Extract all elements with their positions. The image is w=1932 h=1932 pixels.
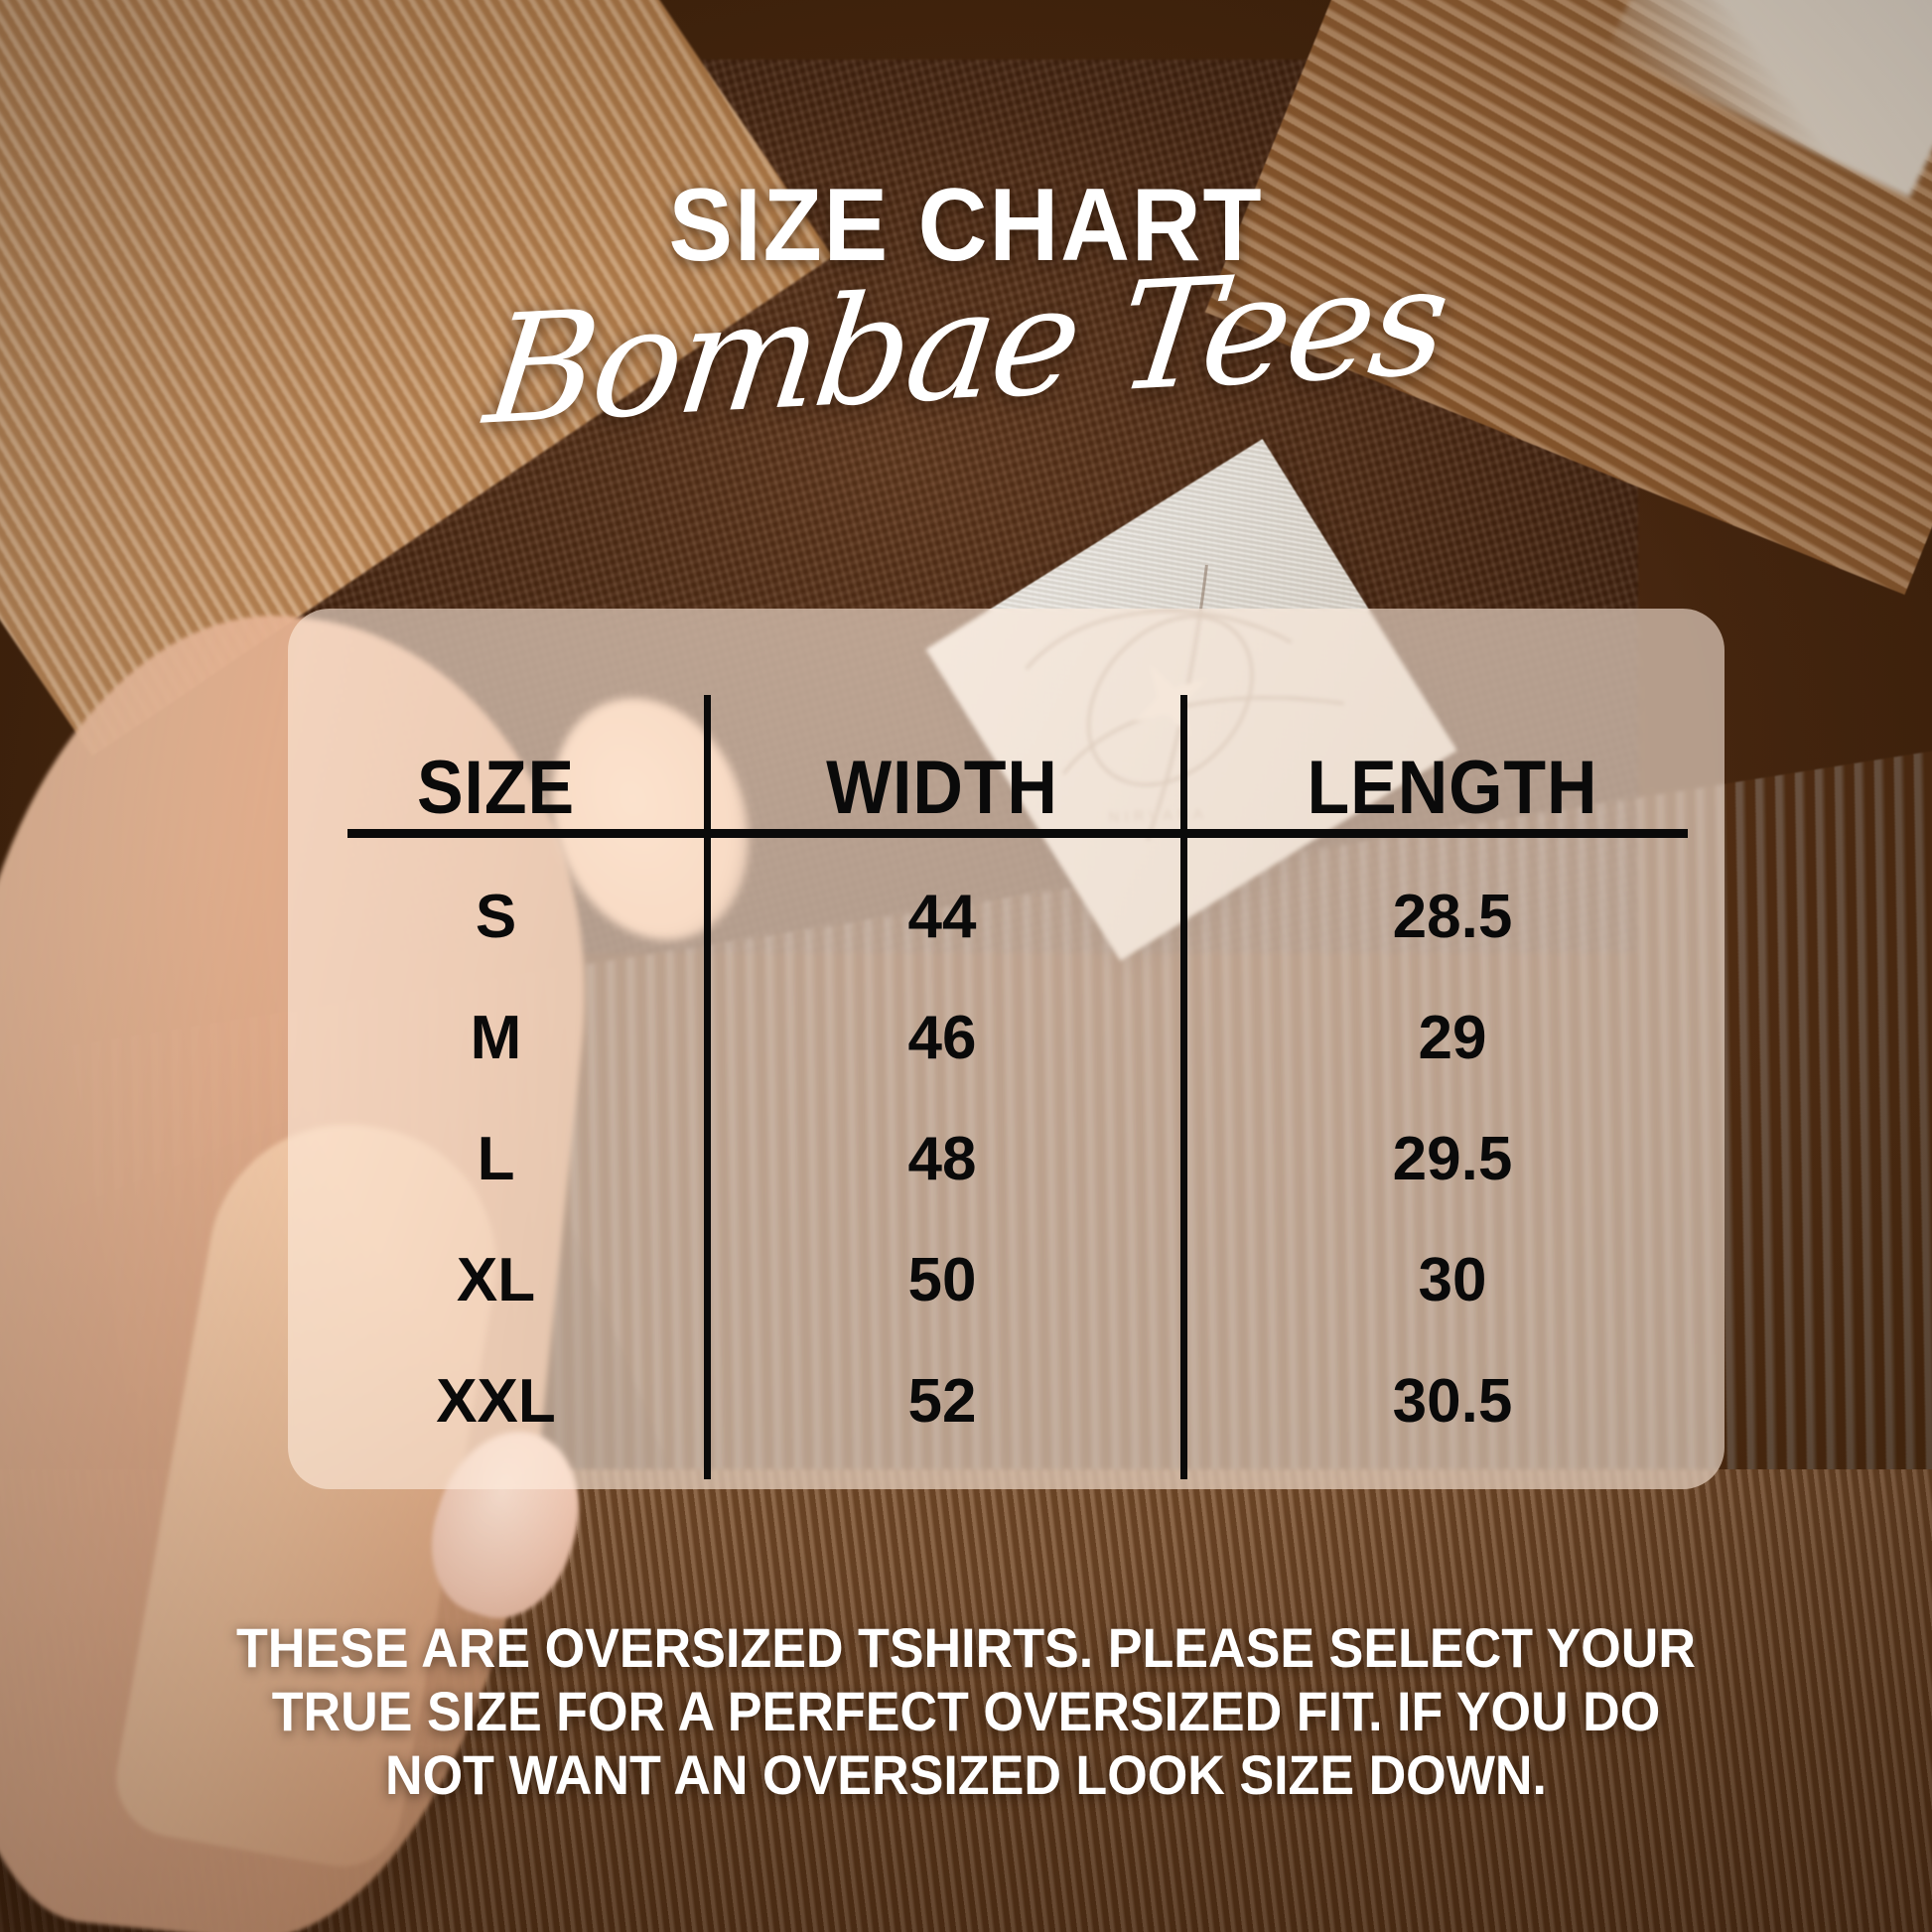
cell-size: XL bbox=[456, 1246, 536, 1314]
column-divider-1 bbox=[704, 695, 711, 1479]
cell-length: 30.5 bbox=[1392, 1367, 1513, 1436]
cell-width: 44 bbox=[907, 883, 977, 951]
cell-width: 46 bbox=[907, 1004, 977, 1072]
column-divider-2 bbox=[1180, 695, 1187, 1479]
cell-size: S bbox=[475, 883, 517, 951]
cell-size: XXL bbox=[436, 1367, 556, 1436]
sizing-note: THESE ARE OVERSIZED TSHIRTS. PLEASE SELE… bbox=[169, 1616, 1762, 1806]
size-table: SIZE WIDTH LENGTH S 44 28.5 M 46 29 L 48… bbox=[288, 609, 1725, 1489]
table-row: XL 50 30 bbox=[288, 1220, 1725, 1341]
cell-width: 52 bbox=[907, 1367, 977, 1436]
cell-size: L bbox=[477, 1125, 515, 1193]
page-title: SIZE CHART bbox=[668, 168, 1264, 283]
column-header-width: WIDTH bbox=[826, 746, 1058, 830]
table-row: M 46 29 bbox=[288, 978, 1725, 1099]
column-header-size: SIZE bbox=[416, 746, 576, 830]
size-table-card bbox=[288, 609, 1725, 1489]
header-divider bbox=[347, 829, 1688, 838]
table-row: L 48 29.5 bbox=[288, 1099, 1725, 1220]
column-header-length: LENGTH bbox=[1307, 746, 1598, 830]
cell-size: M bbox=[470, 1004, 522, 1072]
table-row: S 44 28.5 bbox=[288, 857, 1725, 978]
sizing-note-line-1: THESE ARE OVERSIZED TSHIRTS. PLEASE SELE… bbox=[235, 1616, 1697, 1679]
sizing-note-line-3: NOT WANT AN OVERSIZED LOOK SIZE DOWN. bbox=[385, 1742, 1547, 1806]
cell-length: 29.5 bbox=[1392, 1125, 1513, 1193]
table-row: XXL 52 30.5 bbox=[288, 1341, 1725, 1462]
cell-length: 30 bbox=[1418, 1246, 1487, 1314]
cell-length: 29 bbox=[1418, 1004, 1487, 1072]
cell-length: 28.5 bbox=[1392, 883, 1513, 951]
cell-width: 48 bbox=[907, 1125, 977, 1193]
sizing-note-line-2: TRUE SIZE FOR A PERFECT OVERSIZED FIT. I… bbox=[271, 1679, 1661, 1742]
table-body: S 44 28.5 M 46 29 L 48 29.5 XL 50 30 XXL bbox=[288, 857, 1725, 1462]
cell-width: 50 bbox=[907, 1246, 977, 1314]
